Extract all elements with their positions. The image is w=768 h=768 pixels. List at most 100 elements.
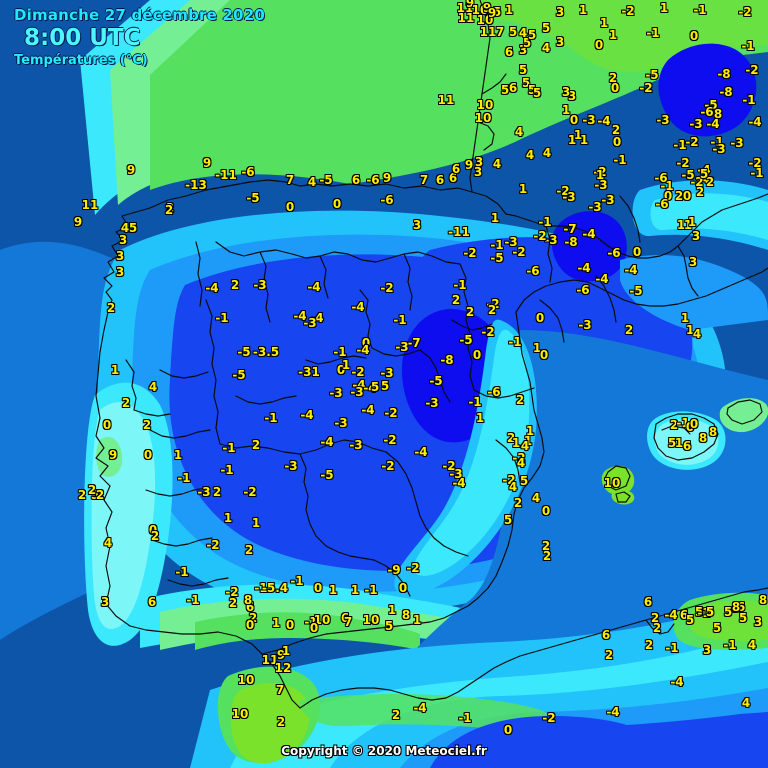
temperature-label: 9 <box>487 6 497 20</box>
temperature-label: -6 <box>366 173 380 187</box>
temperature-label: 2 <box>244 543 254 557</box>
temperature-label: 10 <box>603 476 621 490</box>
temperature-label: 5 <box>667 436 677 450</box>
temperature-label: 0 <box>148 523 158 537</box>
temperature-label: 2 <box>669 418 679 432</box>
temperature-label: -2 <box>481 325 495 339</box>
temperature-label: -1 <box>676 416 690 430</box>
temperature-label: 1 <box>271 616 281 630</box>
temperature-label: 4 <box>492 157 502 171</box>
temperature-label: -1 <box>538 215 552 229</box>
temperature-label: -1 <box>710 135 724 149</box>
temperature-label: 9 <box>202 156 212 170</box>
temperature-label: -2 <box>690 175 704 189</box>
temperature-label: 2 <box>150 529 160 543</box>
temperature-label: 1 <box>110 363 120 377</box>
temperature-label: 2 <box>705 175 715 189</box>
temperature-label: -5 <box>320 468 334 482</box>
coastline-layer <box>95 0 768 709</box>
temperature-label: 3 <box>555 35 565 49</box>
temperature-label: -1 <box>458 711 472 725</box>
temperature-label: -4 <box>310 311 324 325</box>
temperature-label: -2 <box>381 459 395 473</box>
temperature-label: 2 <box>121 396 131 410</box>
temperature-label: -8 <box>717 67 731 81</box>
temperature-label: -9 <box>387 563 401 577</box>
temperature-label: 10 <box>231 707 249 721</box>
temperature-label: 5 <box>731 601 741 615</box>
temperature-label: 5 <box>527 28 537 42</box>
temperature-label: 2 <box>515 393 525 407</box>
temperature-label: 4 <box>120 221 130 235</box>
temperature-label: -11 <box>215 168 237 182</box>
temperature-label: 1 <box>387 603 397 617</box>
temperature-label: 2 <box>465 305 475 319</box>
temperature-label: -3 <box>562 190 576 204</box>
temperature-label: -5 <box>429 374 443 388</box>
temperature-label: -1 <box>177 471 191 485</box>
temperature-label: 5 <box>738 611 748 625</box>
temperature-label: 5 <box>370 380 380 394</box>
temperature-label: 2 <box>106 301 116 315</box>
temperature-label: 2 <box>644 638 654 652</box>
temperature-label: -2 <box>748 156 762 170</box>
temperature-label: -6 <box>654 171 668 185</box>
temperature-label: -1 <box>646 26 660 40</box>
temperature-label: 5 <box>503 513 513 527</box>
temperature-label: -1 <box>750 166 764 180</box>
temperature-label: -1 <box>215 311 229 325</box>
temperature-label: 1 <box>532 341 542 355</box>
temperature-label: -2 <box>351 365 365 379</box>
temperature-label: -2 <box>486 297 500 311</box>
temperature-label: -4 <box>300 408 314 422</box>
temperature-label: -3 <box>303 316 317 330</box>
temperature-label: 2 <box>276 715 286 729</box>
temperature-label: 3 <box>567 89 577 103</box>
temperature-label: -1 <box>264 411 278 425</box>
temperature-label: 5 <box>541 21 551 35</box>
temperature-label: -6 <box>526 264 540 278</box>
temperature-label: 0 <box>332 197 342 211</box>
temperature-label: -4 <box>205 281 219 295</box>
temperature-label: -1 <box>660 179 674 193</box>
temperature-label: 5 <box>492 5 502 19</box>
temperature-label: 11 <box>457 11 475 25</box>
temperature-label: 5 <box>712 621 722 635</box>
temperature-label: 0 <box>285 200 295 214</box>
temperature-label: -4 <box>696 172 710 186</box>
temperature-label: 1 <box>687 215 697 229</box>
temperature-label: 2 <box>695 185 705 199</box>
temperature-label: 6 <box>435 173 445 187</box>
temperature-label: 10 <box>471 3 489 17</box>
temperature-label: 1 <box>578 3 588 17</box>
temperature-label: 0 <box>689 29 699 43</box>
temperature-label: -7 <box>563 222 577 236</box>
temperature-label: 11 <box>456 1 474 15</box>
temperature-label: 6 <box>504 45 514 59</box>
temperature-label: -1 <box>290 574 304 588</box>
temperature-label: 4 <box>514 125 524 139</box>
temperature-label: -1 <box>613 153 627 167</box>
temperature-label: 2 <box>513 496 523 510</box>
temperature-label: 0 <box>472 348 482 362</box>
temperature-label: -4 <box>606 705 620 719</box>
temperature-label: 3 <box>561 85 571 99</box>
temperature-label: -2 <box>380 281 394 295</box>
temperature-label: 2 <box>87 483 97 497</box>
temperature-label: -4 <box>414 445 428 459</box>
temperature-label: -2 <box>676 156 690 170</box>
temperature-label: 2 <box>164 203 174 217</box>
temperature-label: -7 <box>407 336 421 350</box>
temperature-label: 5 <box>521 76 531 90</box>
temperature-label: 8 <box>758 593 768 607</box>
temperature-label: 2 <box>604 648 614 662</box>
temperature-label: 1 <box>341 358 351 372</box>
temperature-label: 5 <box>518 63 528 77</box>
temperature-label: 7 <box>343 615 353 629</box>
temperature-label: 3 <box>753 615 763 629</box>
temperature-label: 0 <box>689 417 699 431</box>
temperature-label: -2 <box>512 245 526 259</box>
